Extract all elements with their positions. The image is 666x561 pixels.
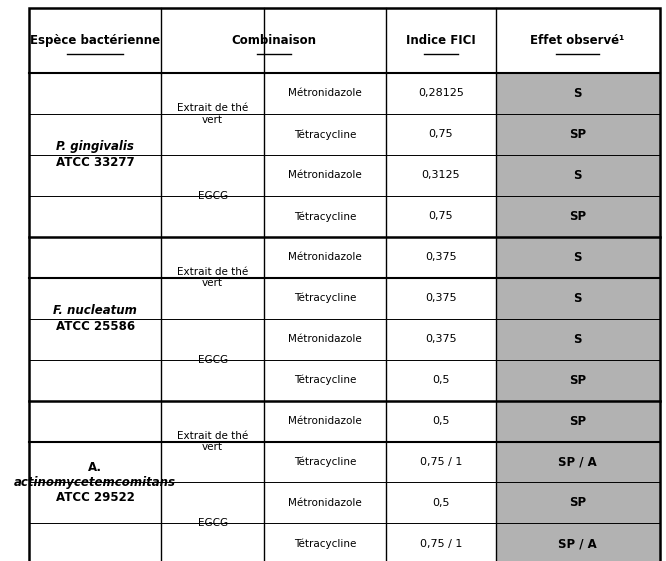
Bar bbox=[496, 73, 659, 561]
Text: SP: SP bbox=[569, 374, 586, 387]
Text: Tétracycline: Tétracycline bbox=[294, 129, 356, 140]
Text: Tétracycline: Tétracycline bbox=[294, 539, 356, 549]
Text: 0,75 / 1: 0,75 / 1 bbox=[420, 539, 462, 549]
Text: Métronidazole: Métronidazole bbox=[288, 252, 362, 262]
Text: Extrait de thé
vert: Extrait de thé vert bbox=[177, 267, 248, 288]
Text: Métronidazole: Métronidazole bbox=[288, 416, 362, 426]
Text: SP: SP bbox=[569, 128, 586, 141]
Text: Tétracycline: Tétracycline bbox=[294, 293, 356, 304]
Text: ATCC 25586: ATCC 25586 bbox=[56, 320, 135, 333]
Text: S: S bbox=[573, 251, 582, 264]
Text: actinomycetemcomitans: actinomycetemcomitans bbox=[14, 476, 176, 489]
Text: EGCG: EGCG bbox=[198, 191, 228, 201]
Text: SP: SP bbox=[569, 210, 586, 223]
Text: SP / A: SP / A bbox=[558, 537, 597, 550]
Text: ATCC 29522: ATCC 29522 bbox=[56, 491, 135, 504]
Text: 0,5: 0,5 bbox=[432, 416, 450, 426]
Text: Espèce bactérienne: Espèce bactérienne bbox=[30, 34, 161, 47]
Text: 0,75: 0,75 bbox=[429, 211, 454, 221]
Text: 0,28125: 0,28125 bbox=[418, 89, 464, 98]
Text: 0,5: 0,5 bbox=[432, 375, 450, 385]
Text: 0,75: 0,75 bbox=[429, 130, 454, 139]
Text: Métronidazole: Métronidazole bbox=[288, 171, 362, 180]
Text: Tétracycline: Tétracycline bbox=[294, 375, 356, 385]
Text: SP / A: SP / A bbox=[558, 456, 597, 468]
Text: Métronidazole: Métronidazole bbox=[288, 89, 362, 98]
Text: S: S bbox=[573, 87, 582, 100]
Text: EGCG: EGCG bbox=[198, 518, 228, 528]
Text: 0,75 / 1: 0,75 / 1 bbox=[420, 457, 462, 467]
Text: ATCC 33277: ATCC 33277 bbox=[56, 156, 135, 169]
Text: Tétracycline: Tétracycline bbox=[294, 211, 356, 222]
Text: SP: SP bbox=[569, 496, 586, 509]
Text: Combinaison: Combinaison bbox=[231, 34, 316, 47]
Text: Tétracycline: Tétracycline bbox=[294, 457, 356, 467]
Text: Extrait de thé
vert: Extrait de thé vert bbox=[177, 431, 248, 452]
Text: F. nucleatum: F. nucleatum bbox=[53, 304, 137, 318]
Text: 0,5: 0,5 bbox=[432, 498, 450, 508]
Text: 0,3125: 0,3125 bbox=[422, 171, 460, 180]
Text: Métronidazole: Métronidazole bbox=[288, 498, 362, 508]
Text: 0,375: 0,375 bbox=[425, 252, 457, 262]
Text: Indice FICI: Indice FICI bbox=[406, 34, 476, 47]
Text: 0,375: 0,375 bbox=[425, 334, 457, 344]
Text: P. gingivalis: P. gingivalis bbox=[57, 140, 135, 154]
Text: S: S bbox=[573, 292, 582, 305]
Text: 0,375: 0,375 bbox=[425, 293, 457, 303]
Text: Métronidazole: Métronidazole bbox=[288, 334, 362, 344]
Text: A.: A. bbox=[89, 461, 103, 474]
Text: S: S bbox=[573, 169, 582, 182]
Text: SP: SP bbox=[569, 415, 586, 427]
Text: S: S bbox=[573, 333, 582, 346]
Text: Extrait de thé
vert: Extrait de thé vert bbox=[177, 103, 248, 125]
Text: Effet observé¹: Effet observé¹ bbox=[530, 34, 625, 47]
Text: EGCG: EGCG bbox=[198, 355, 228, 365]
